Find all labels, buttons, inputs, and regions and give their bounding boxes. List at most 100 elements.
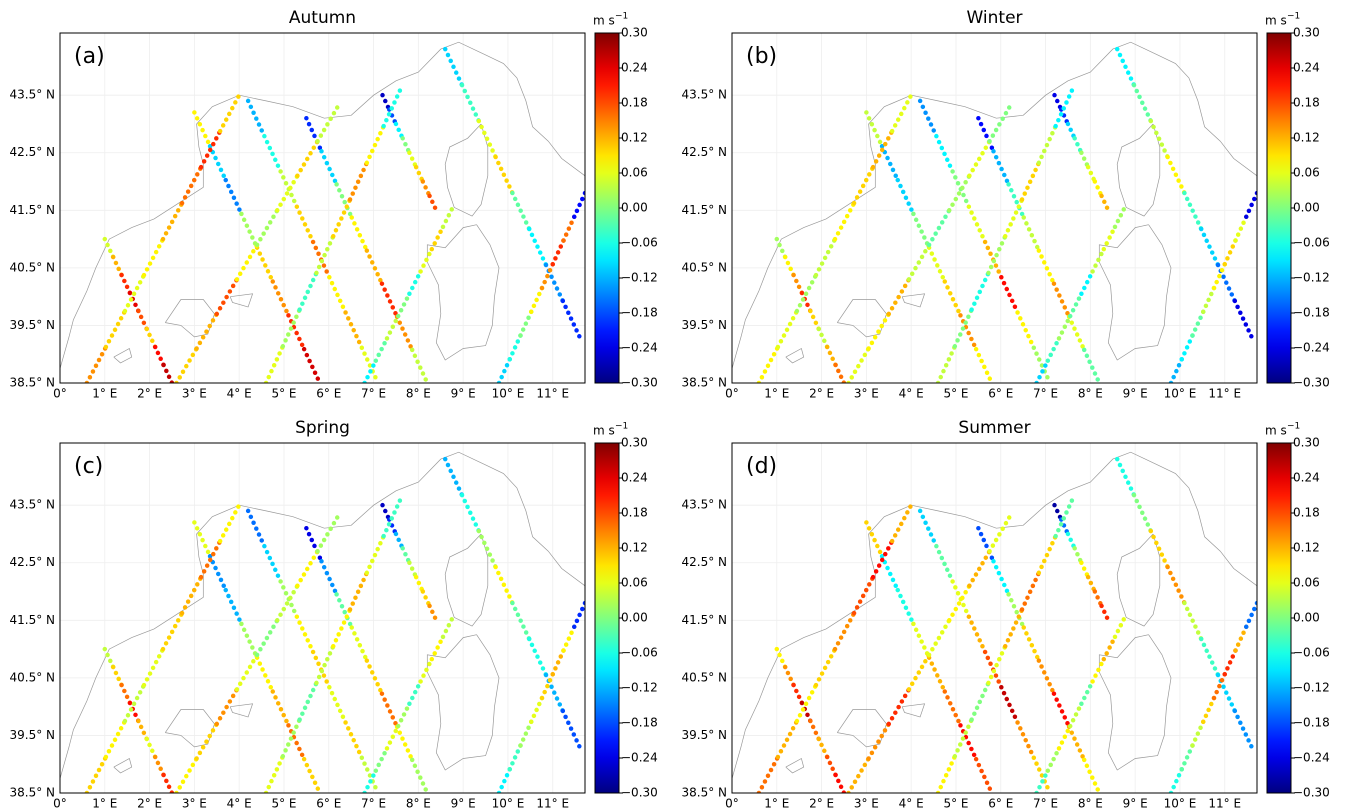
track-value — [987, 514, 1012, 554]
track-value — [1066, 314, 1087, 353]
track-value — [879, 554, 900, 593]
colorbar-tick-label: −0.24 — [1293, 751, 1330, 765]
track-value — [1165, 154, 1187, 196]
y-tick-label: 39.5° N — [681, 318, 727, 332]
colorbar — [1266, 32, 1292, 384]
track-value — [427, 603, 439, 623]
track-value — [986, 643, 1008, 686]
track-value — [214, 687, 240, 727]
track-value — [364, 248, 385, 286]
coastline — [60, 451, 585, 779]
track-value — [254, 655, 276, 694]
track-value — [1190, 309, 1206, 338]
track-value — [832, 610, 857, 652]
track-value — [942, 689, 963, 728]
colorbar-tick-label: 0.00 — [1293, 201, 1320, 215]
track-value — [496, 357, 512, 383]
track-value — [174, 756, 199, 793]
track-value — [976, 525, 996, 564]
x-tick-label: 4° E — [899, 387, 924, 401]
track-value — [1190, 719, 1206, 748]
track-value — [407, 150, 419, 170]
track-value — [343, 720, 365, 760]
track-value — [427, 193, 439, 213]
track-value — [379, 281, 400, 320]
track-value — [1114, 46, 1137, 88]
x-tick-label: 1° E — [92, 797, 117, 811]
y-tick-label: 38.5° N — [9, 376, 55, 390]
track-value — [1067, 701, 1084, 729]
track-value — [917, 98, 939, 139]
track-value — [286, 723, 307, 762]
track-value — [813, 646, 838, 688]
track-value — [314, 233, 336, 276]
track-value — [459, 82, 482, 124]
track-value — [239, 621, 260, 660]
y-tick-label: 41.5° N — [9, 203, 55, 217]
x-tick-label: 5° E — [271, 387, 296, 401]
map-panel: Winter 0° 1° E 2° E 3° E 4° E 5° E 6° E 7° E 8° E… — [681, 8, 1329, 401]
track-value — [1211, 672, 1227, 701]
colorbar-tick-label: −0.30 — [1293, 786, 1330, 800]
track-value — [364, 533, 386, 576]
track-value — [1101, 224, 1118, 252]
x-tick-label: 8° E — [406, 387, 431, 401]
track-value — [911, 211, 932, 250]
track-value — [1114, 456, 1137, 498]
track-value — [295, 548, 320, 589]
y-tick-label: 42.5° N — [681, 555, 727, 569]
colorbar-tick-label: −0.24 — [621, 341, 658, 355]
track-value — [991, 149, 1011, 187]
track-value — [359, 345, 381, 383]
track-value — [301, 346, 323, 383]
colorbar-tick-label: 0.12 — [1293, 541, 1320, 555]
track-value — [1099, 603, 1111, 623]
track-value — [239, 211, 260, 250]
track-value — [1045, 746, 1062, 773]
track-value — [407, 269, 423, 297]
track-value — [373, 336, 390, 363]
track-value — [493, 564, 515, 606]
panel-title: Autumn — [289, 8, 356, 28]
track-value — [1052, 502, 1064, 522]
coastline — [732, 41, 1257, 369]
map-background — [60, 443, 585, 793]
x-tick-label: 6° E — [988, 387, 1013, 401]
track-value — [1053, 497, 1075, 539]
coastline — [426, 634, 500, 771]
x-tick-label: 4° E — [227, 387, 252, 401]
x-tick-label: 9° E — [451, 387, 476, 401]
track-value — [560, 708, 582, 750]
colorbar — [594, 32, 620, 384]
x-tick-label: 0° — [53, 797, 67, 811]
track-value — [234, 652, 260, 692]
track-value — [560, 298, 582, 340]
track-value — [294, 204, 316, 245]
track-value — [846, 756, 871, 793]
track-value — [347, 160, 370, 202]
track-value — [539, 262, 555, 291]
track-value — [297, 270, 319, 312]
track-value — [1058, 107, 1071, 127]
colorbar-tick-label: 0.00 — [621, 611, 648, 625]
y-tick-label: 39.5° N — [9, 318, 55, 332]
track-value — [364, 123, 386, 166]
coastline — [229, 293, 254, 308]
track-value — [846, 346, 871, 383]
track-value — [518, 719, 534, 748]
track-value — [1036, 658, 1057, 696]
track-value — [561, 624, 577, 653]
y-tick-label: 38.5° N — [681, 786, 727, 800]
track-value — [214, 277, 240, 317]
track-value — [217, 502, 242, 544]
track-value — [1085, 574, 1098, 594]
track-value — [1200, 285, 1217, 315]
track-value — [384, 723, 401, 751]
colorbar-tick-label: 0.06 — [621, 576, 648, 590]
colorbar-tick-label: 0.12 — [1293, 131, 1320, 145]
track-value — [851, 574, 876, 616]
map-background — [732, 443, 1257, 793]
map-panel: Summer 0° 1° E 2° E 3° E 4° E 5° E 6° E 7° E 8° E… — [681, 418, 1329, 811]
panel-label: (b) — [746, 44, 777, 69]
